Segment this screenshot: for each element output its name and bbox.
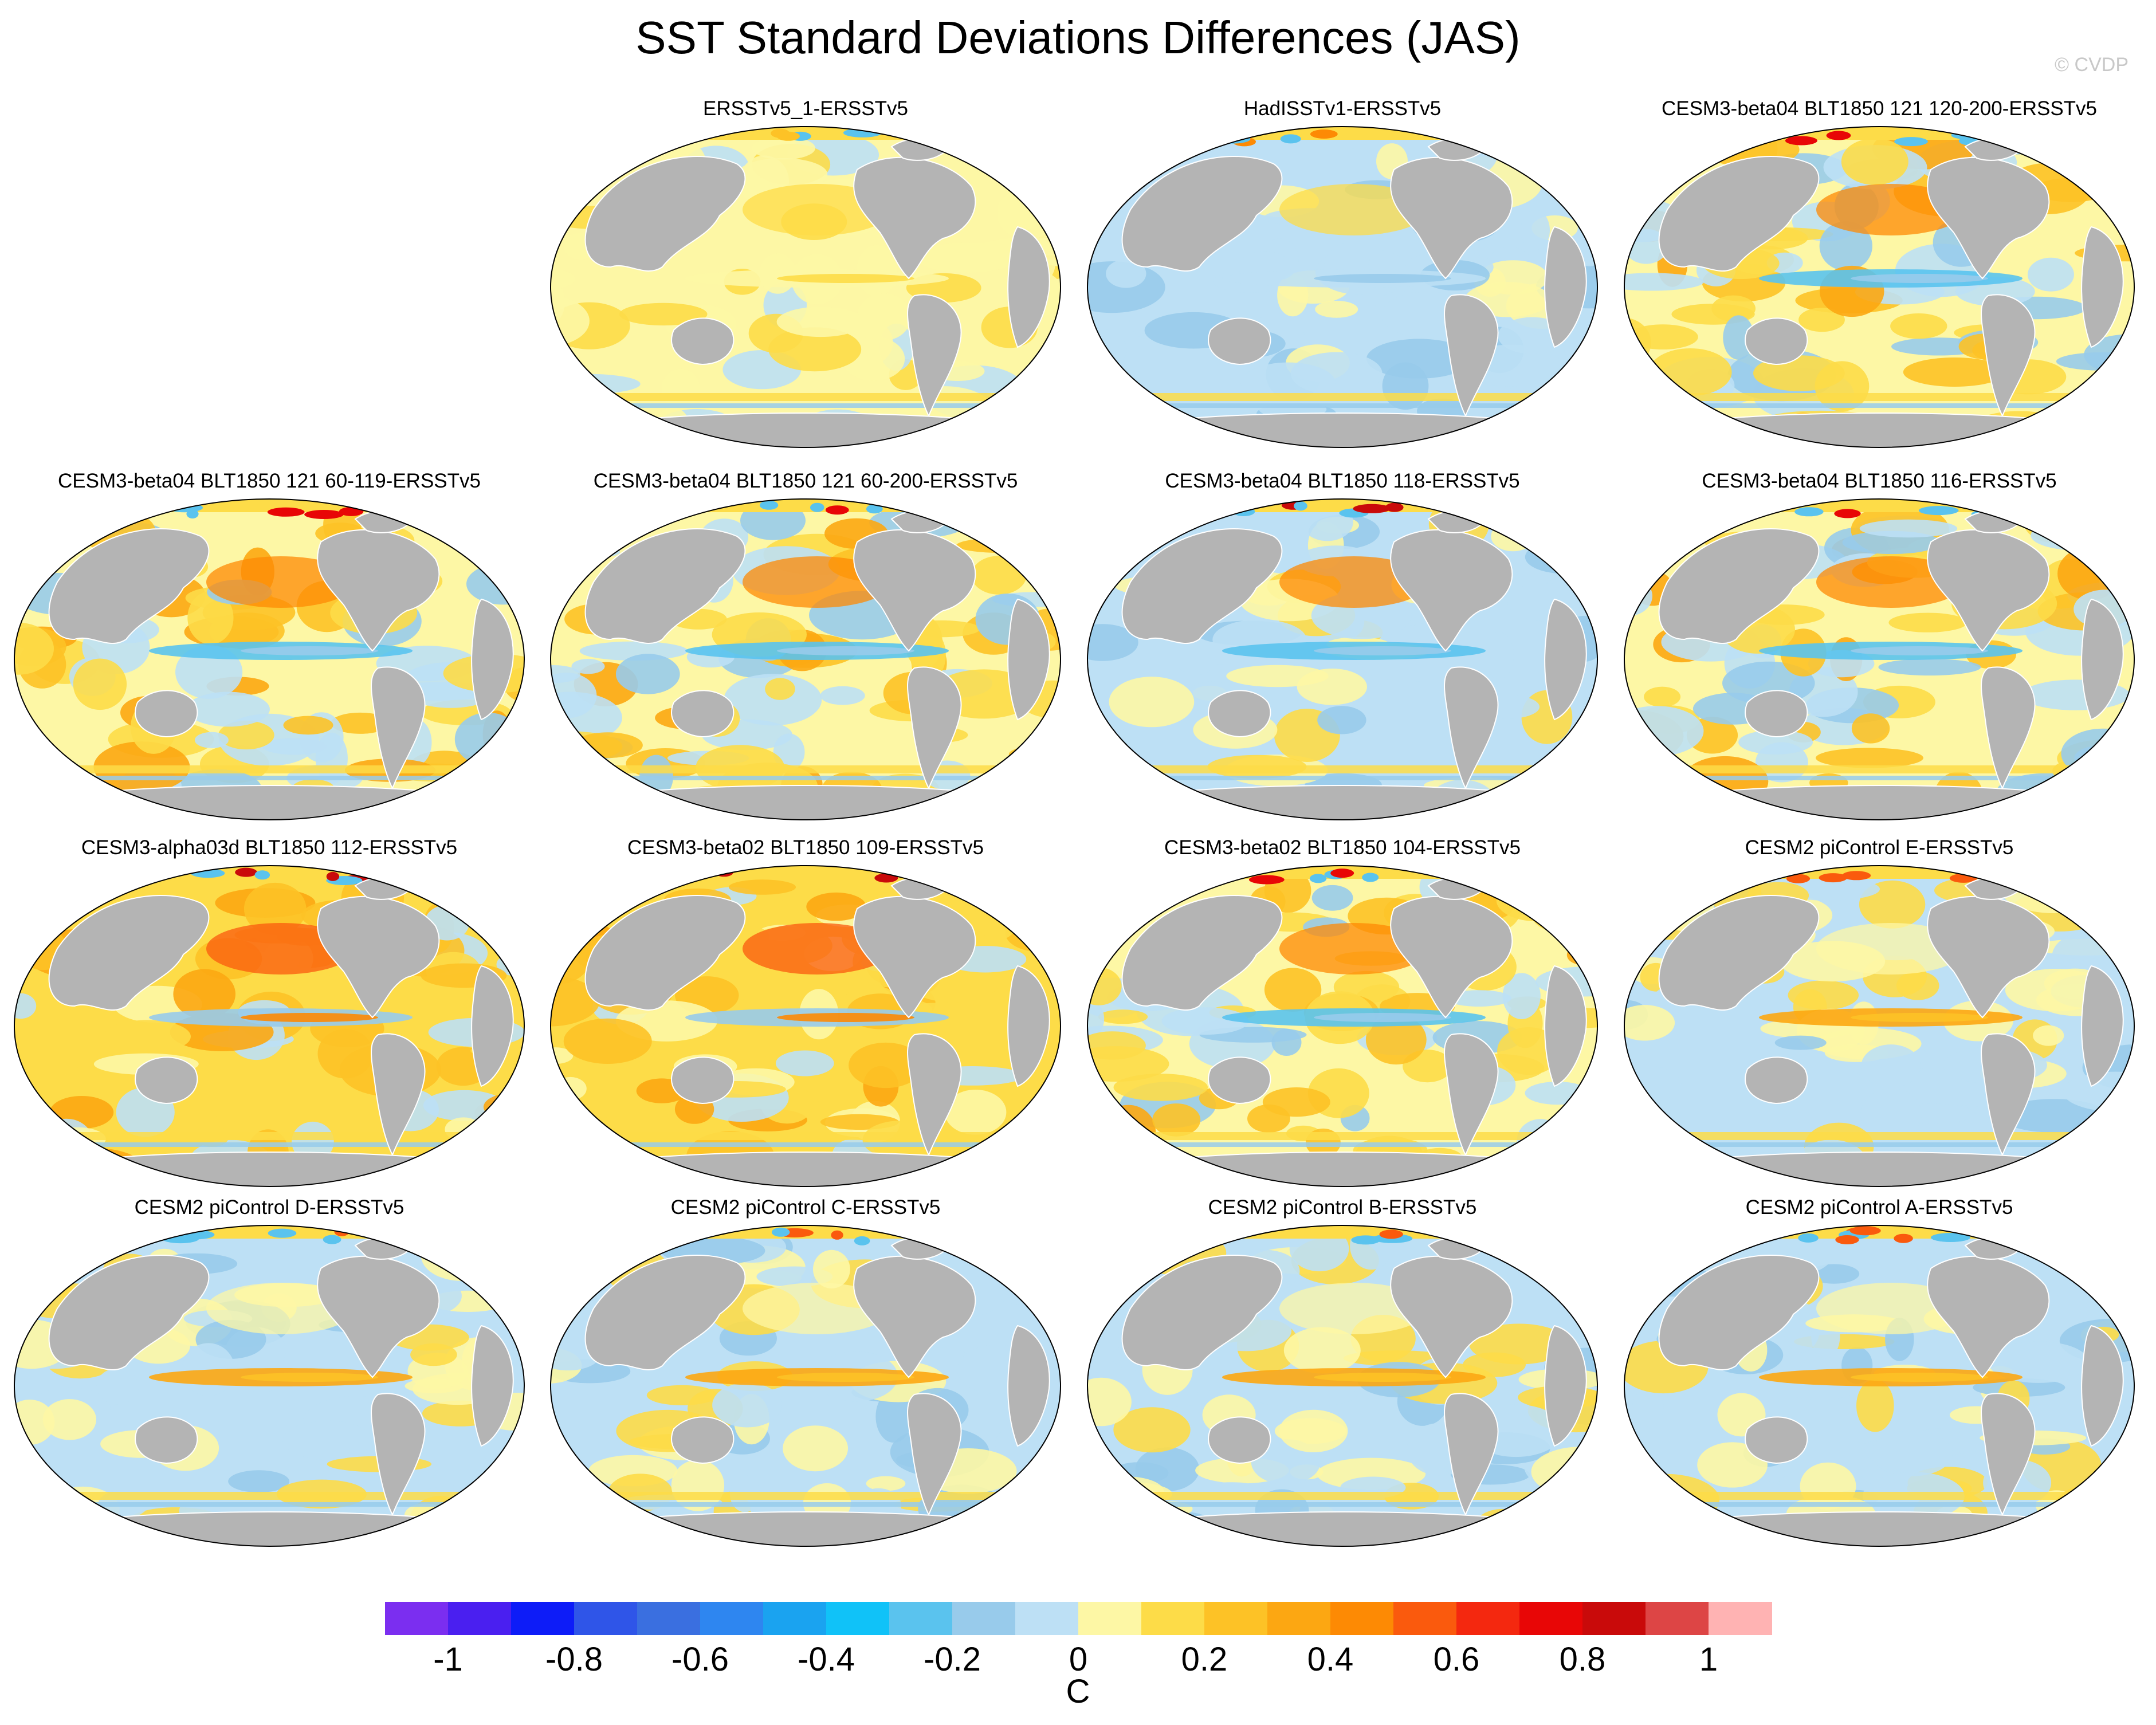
panel-title: CESM3-beta04 BLT1850 121 60-119-ERSSTv5 bbox=[57, 470, 481, 492]
sst-difference-map bbox=[1624, 498, 2135, 820]
map-panel: CESM2 piControl E-ERSSTv5 bbox=[1616, 835, 2143, 1196]
colorbar-tick-label: 0.2 bbox=[1181, 1641, 1228, 1678]
map-panel: CESM3-beta04 BLT1850 121 60-200-ERSSTv5 bbox=[542, 469, 1069, 830]
colorbar-swatch bbox=[1330, 1602, 1394, 1635]
colorbar-swatch bbox=[1015, 1602, 1079, 1635]
map-panel: CESM3-alpha03d BLT1850 112-ERSSTv5 bbox=[6, 835, 533, 1196]
colorbar-swatch bbox=[511, 1602, 575, 1635]
panel-title: ERSSTv5_1-ERSSTv5 bbox=[703, 97, 908, 120]
map-panel: CESM2 piControl C-ERSSTv5 bbox=[542, 1195, 1069, 1556]
colorbar-swatch bbox=[637, 1602, 701, 1635]
panel-title: CESM3-beta04 BLT1850 121 120-200-ERSSTv5 bbox=[1661, 97, 2098, 120]
sst-difference-map bbox=[14, 1225, 525, 1547]
colorbar-tick-label: -0.4 bbox=[798, 1641, 855, 1678]
colorbar-tick-label: -1 bbox=[433, 1641, 463, 1678]
colorbar-swatch bbox=[763, 1602, 827, 1635]
colorbar bbox=[385, 1602, 1772, 1635]
panel-title: HadISSTv1-ERSSTv5 bbox=[1243, 97, 1442, 120]
colorbar-tick-label: 0.8 bbox=[1559, 1641, 1606, 1678]
map-panel: ERSSTv5_1-ERSSTv5 bbox=[542, 96, 1069, 457]
colorbar-swatch bbox=[889, 1602, 953, 1635]
panel-title: CESM3-beta04 BLT1850 121 60-200-ERSSTv5 bbox=[593, 470, 1018, 492]
map-panel: CESM2 piControl A-ERSSTv5 bbox=[1616, 1195, 2143, 1556]
colorbar-swatch bbox=[1582, 1602, 1646, 1635]
sst-difference-map bbox=[1087, 498, 1598, 820]
sst-difference-map bbox=[550, 865, 1061, 1187]
panel-title: CESM3-beta04 BLT1850 118-ERSSTv5 bbox=[1165, 470, 1520, 492]
figure-title: SST Standard Deviations Differences (JAS… bbox=[635, 12, 1521, 63]
panel-title: CESM3-alpha03d BLT1850 112-ERSSTv5 bbox=[81, 836, 458, 859]
colorbar-swatch bbox=[448, 1602, 512, 1635]
sst-difference-map bbox=[550, 126, 1061, 448]
sst-difference-map bbox=[1087, 865, 1598, 1187]
colorbar-swatch bbox=[385, 1602, 449, 1635]
map-panel: CESM3-beta04 BLT1850 121 60-119-ERSSTv5 bbox=[6, 469, 533, 830]
colorbar-swatch bbox=[1078, 1602, 1142, 1635]
colorbar-swatch bbox=[1204, 1602, 1268, 1635]
colorbar-swatch bbox=[1267, 1602, 1331, 1635]
sst-difference-map bbox=[550, 1225, 1061, 1547]
panel-title: CESM2 piControl D-ERSSTv5 bbox=[134, 1196, 405, 1219]
panel-title: CESM2 piControl C-ERSSTv5 bbox=[670, 1196, 941, 1219]
colorbar-tick-label: 0 bbox=[1069, 1641, 1088, 1678]
colorbar-swatch bbox=[1709, 1602, 1772, 1635]
map-panel: CESM3-beta02 BLT1850 104-ERSSTv5 bbox=[1079, 835, 1606, 1196]
panel-title: CESM3-beta04 BLT1850 116-ERSSTv5 bbox=[1702, 470, 2057, 492]
colorbar-tick-label: 0.6 bbox=[1433, 1641, 1480, 1678]
sst-difference-map bbox=[1087, 1225, 1598, 1547]
panel-title: CESM2 piControl B-ERSSTv5 bbox=[1208, 1196, 1477, 1219]
sst-difference-map bbox=[550, 498, 1061, 820]
colorbar-swatch bbox=[1519, 1602, 1583, 1635]
map-panel: CESM3-beta02 BLT1850 109-ERSSTv5 bbox=[542, 835, 1069, 1196]
panel-title: CESM2 piControl E-ERSSTv5 bbox=[1745, 836, 2014, 859]
map-panel: CESM3-beta04 BLT1850 118-ERSSTv5 bbox=[1079, 469, 1606, 830]
sst-difference-map bbox=[1624, 1225, 2135, 1547]
colorbar-units: C bbox=[1066, 1673, 1090, 1710]
credit-watermark: © CVDP bbox=[2055, 54, 2128, 76]
map-panel: HadISSTv1-ERSSTv5 bbox=[1079, 96, 1606, 457]
panel-title: CESM2 piControl A-ERSSTv5 bbox=[1745, 1196, 2013, 1219]
colorbar-swatch bbox=[1393, 1602, 1457, 1635]
colorbar-tick-label: -0.2 bbox=[924, 1641, 981, 1678]
colorbar-tick-label: 1 bbox=[1699, 1641, 1718, 1678]
panel-title: CESM3-beta02 BLT1850 104-ERSSTv5 bbox=[1164, 836, 1521, 859]
sst-difference-map bbox=[1087, 126, 1598, 448]
colorbar-tick-label: -0.6 bbox=[671, 1641, 729, 1678]
sst-difference-map bbox=[1624, 126, 2135, 448]
colorbar-swatch bbox=[1141, 1602, 1205, 1635]
colorbar-swatch bbox=[700, 1602, 764, 1635]
map-panel: CESM3-beta04 BLT1850 121 120-200-ERSSTv5 bbox=[1616, 96, 2143, 457]
sst-difference-map bbox=[14, 865, 525, 1187]
colorbar-swatch bbox=[1646, 1602, 1709, 1635]
colorbar-swatch bbox=[1456, 1602, 1520, 1635]
map-panel: CESM2 piControl B-ERSSTv5 bbox=[1079, 1195, 1606, 1556]
colorbar-swatch bbox=[952, 1602, 1016, 1635]
colorbar-swatch bbox=[574, 1602, 638, 1635]
map-panel: CESM2 piControl D-ERSSTv5 bbox=[6, 1195, 533, 1556]
panel-title: CESM3-beta02 BLT1850 109-ERSSTv5 bbox=[627, 836, 984, 859]
sst-difference-map bbox=[1624, 865, 2135, 1187]
colorbar-tick-label: -0.8 bbox=[545, 1641, 603, 1678]
colorbar-swatch bbox=[826, 1602, 890, 1635]
colorbar-tick-label: 0.4 bbox=[1307, 1641, 1354, 1678]
sst-difference-map bbox=[14, 498, 525, 820]
map-panel: CESM3-beta04 BLT1850 116-ERSSTv5 bbox=[1616, 469, 2143, 830]
